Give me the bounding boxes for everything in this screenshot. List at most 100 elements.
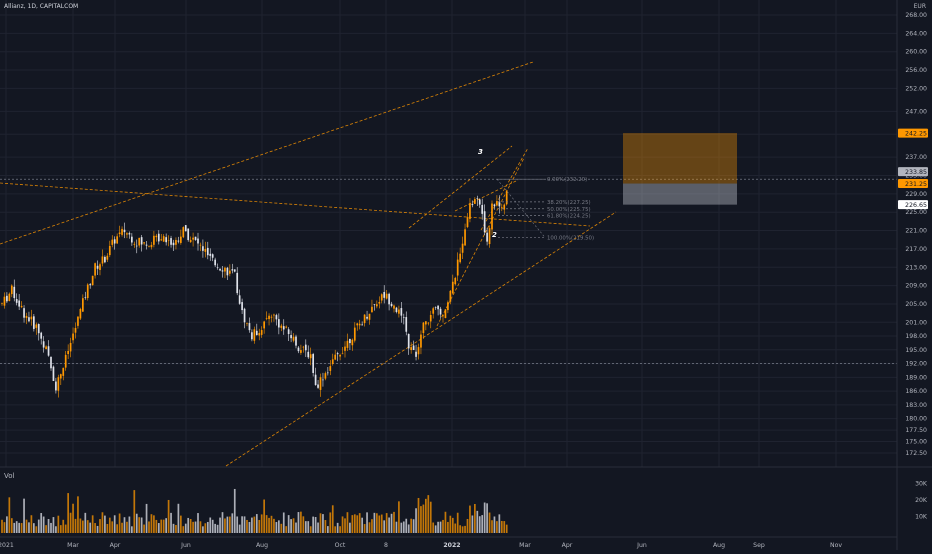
- symbol-title[interactable]: Allianz, 1D, CAPITALCOM: [4, 3, 79, 10]
- volume-bar: [268, 517, 270, 533]
- candle-body: [427, 322, 430, 324]
- candle-body: [425, 321, 427, 325]
- volume-bar: [251, 517, 253, 533]
- price-tick-label: 213.00: [905, 264, 927, 271]
- position-profit-zone[interactable]: [623, 133, 737, 184]
- volume-bar: [304, 521, 307, 533]
- volume-bar: [427, 495, 430, 533]
- candle-body: [292, 336, 295, 341]
- volume-bar: [474, 503, 476, 533]
- candle-body: [376, 304, 378, 307]
- trend-line[interactable]: [436, 157, 525, 327]
- candle-body: [437, 305, 439, 310]
- volume-bar: [488, 512, 491, 533]
- candle-body: [133, 243, 136, 245]
- candle-body: [481, 204, 484, 214]
- volume-bar: [275, 522, 278, 533]
- volume-bar: [329, 512, 332, 533]
- candle-body: [157, 233, 160, 242]
- candle-body: [469, 203, 471, 219]
- volume-bar: [211, 519, 214, 533]
- price-tick-label: 175.00: [905, 439, 927, 446]
- position-stop-zone[interactable]: [623, 183, 737, 205]
- volume-bar: [143, 524, 145, 533]
- volume-bar: [319, 513, 322, 533]
- volume-bar: [28, 522, 30, 533]
- price-tick-label: 192.00: [905, 361, 927, 368]
- volume-bar: [219, 517, 221, 533]
- volume-bar: [336, 522, 339, 533]
- candle-body: [297, 347, 300, 352]
- trend-line[interactable]: [0, 61, 534, 245]
- price-tag[interactable]: [898, 128, 928, 138]
- price-tick-label: 189.00: [905, 374, 927, 381]
- volume-bar: [378, 515, 381, 533]
- candle-body: [268, 315, 270, 320]
- volume-bar: [432, 522, 435, 533]
- volume-bar: [486, 503, 488, 533]
- candle-body: [194, 236, 197, 240]
- volume-bar: [483, 502, 486, 533]
- candle-body: [62, 367, 65, 376]
- candle-body: [126, 233, 128, 235]
- candle-body: [398, 309, 400, 314]
- volume-bar: [187, 517, 190, 533]
- candle-body: [290, 335, 292, 339]
- candle-body: [101, 256, 104, 264]
- volume-bar: [162, 519, 165, 533]
- candle-body: [378, 302, 381, 304]
- candle-body: [55, 381, 57, 391]
- fib-level-label: 50.00%(225.75): [547, 207, 591, 213]
- candle-body: [226, 267, 229, 276]
- price-tag[interactable]: [898, 179, 928, 189]
- price-tag[interactable]: [898, 200, 928, 210]
- candle-body: [33, 316, 35, 329]
- price-tag[interactable]: [898, 167, 928, 177]
- volume-bar: [231, 513, 234, 533]
- candle-body: [172, 242, 175, 246]
- candle-body: [216, 267, 219, 268]
- volume-bar: [309, 526, 312, 533]
- volume-bar: [233, 488, 236, 533]
- candle-body: [69, 342, 72, 352]
- candle-body: [444, 309, 447, 319]
- candle-body: [476, 198, 479, 199]
- trend-line[interactable]: [454, 179, 519, 212]
- price-tick-label: 186.00: [905, 388, 927, 395]
- candle-body: [491, 203, 493, 230]
- volume-bar: [226, 516, 229, 533]
- volume-bar: [180, 515, 182, 533]
- volume-bar: [67, 493, 69, 533]
- trend-line[interactable]: [480, 147, 529, 231]
- volume-bar: [86, 520, 89, 533]
- candle-body: [229, 270, 231, 274]
- price-tick-label: 180.00: [905, 416, 927, 423]
- candle-body: [79, 309, 82, 319]
- candle-body: [233, 269, 236, 272]
- volume-bar: [429, 501, 432, 533]
- price-tag-label: 242.25: [905, 130, 927, 137]
- candle-body: [258, 333, 261, 336]
- volume-bar: [260, 514, 263, 533]
- volume-bar: [302, 516, 305, 533]
- candle-body: [57, 377, 60, 391]
- volume-bar: [363, 524, 366, 533]
- currency-label: EUR: [914, 3, 926, 10]
- candle-body: [64, 354, 67, 368]
- candle-body: [25, 315, 28, 319]
- candle-body: [282, 326, 285, 330]
- candle-body: [373, 304, 376, 305]
- volume-bar: [30, 515, 33, 533]
- fib-trend-line[interactable]: [496, 179, 546, 238]
- volume-bar: [466, 518, 469, 533]
- candle-body: [192, 237, 194, 240]
- volume-bar: [167, 499, 170, 533]
- volume-bar: [451, 517, 454, 533]
- volume-bar: [491, 520, 493, 533]
- volume-bar: [417, 497, 420, 533]
- trend-line[interactable]: [408, 145, 513, 229]
- volume-bar: [344, 518, 346, 533]
- volume-bar: [84, 512, 87, 533]
